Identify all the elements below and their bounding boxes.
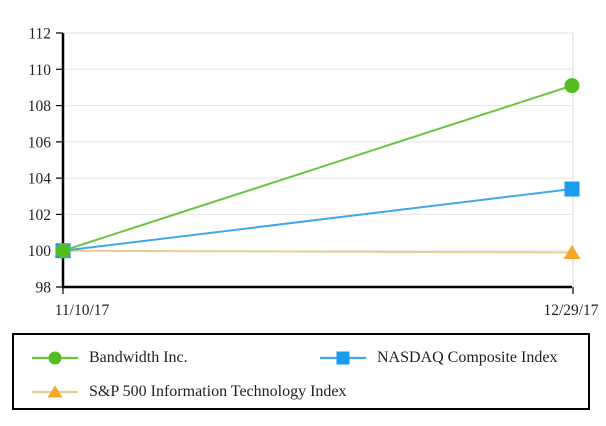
green-circle-line-icon xyxy=(32,349,78,367)
y-tick-label: 98 xyxy=(36,280,52,297)
y-tick-label: 112 xyxy=(28,26,51,43)
blue-square-line-icon xyxy=(320,349,366,367)
series-circle xyxy=(55,78,580,259)
legend-label-nasdaq: NASDAQ Composite Index xyxy=(377,349,558,366)
orange-triangle-line-icon xyxy=(32,383,78,401)
x-tick-label: 12/29/17 xyxy=(543,302,598,319)
axis-labels: 98 100 102 104 106 108 110 112 11/10/17 12/29/17 xyxy=(28,26,599,320)
axes xyxy=(56,32,574,294)
chart-legend: Bandwidth Inc. NASDAQ Composite Index S&… xyxy=(12,333,590,410)
y-tick-label: 100 xyxy=(28,243,52,260)
series-square xyxy=(55,181,580,259)
y-tick-label: 108 xyxy=(28,98,52,115)
x-tick-label: 11/10/17 xyxy=(55,302,110,319)
y-tick-label: 106 xyxy=(28,134,52,151)
legend-label-sp500it: S&P 500 Information Technology Index xyxy=(89,383,347,400)
legend-item-bandwidth: Bandwidth Inc. xyxy=(32,349,320,367)
performance-chart: 98 100 102 104 106 108 110 112 11/10/17 12/29/17 xyxy=(28,26,599,320)
y-tick-label: 110 xyxy=(28,62,51,79)
legend-item-nasdaq: NASDAQ Composite Index xyxy=(320,349,588,367)
y-tick-label: 102 xyxy=(28,207,51,224)
legend-label-bandwidth: Bandwidth Inc. xyxy=(89,349,188,366)
y-tick-label: 104 xyxy=(28,171,52,188)
performance-chart-plot: 98 100 102 104 106 108 110 112 11/10/17 12/29/17 xyxy=(28,26,599,320)
gridlines xyxy=(63,32,574,287)
legend-item-sp500it: S&P 500 Information Technology Index xyxy=(32,383,347,401)
